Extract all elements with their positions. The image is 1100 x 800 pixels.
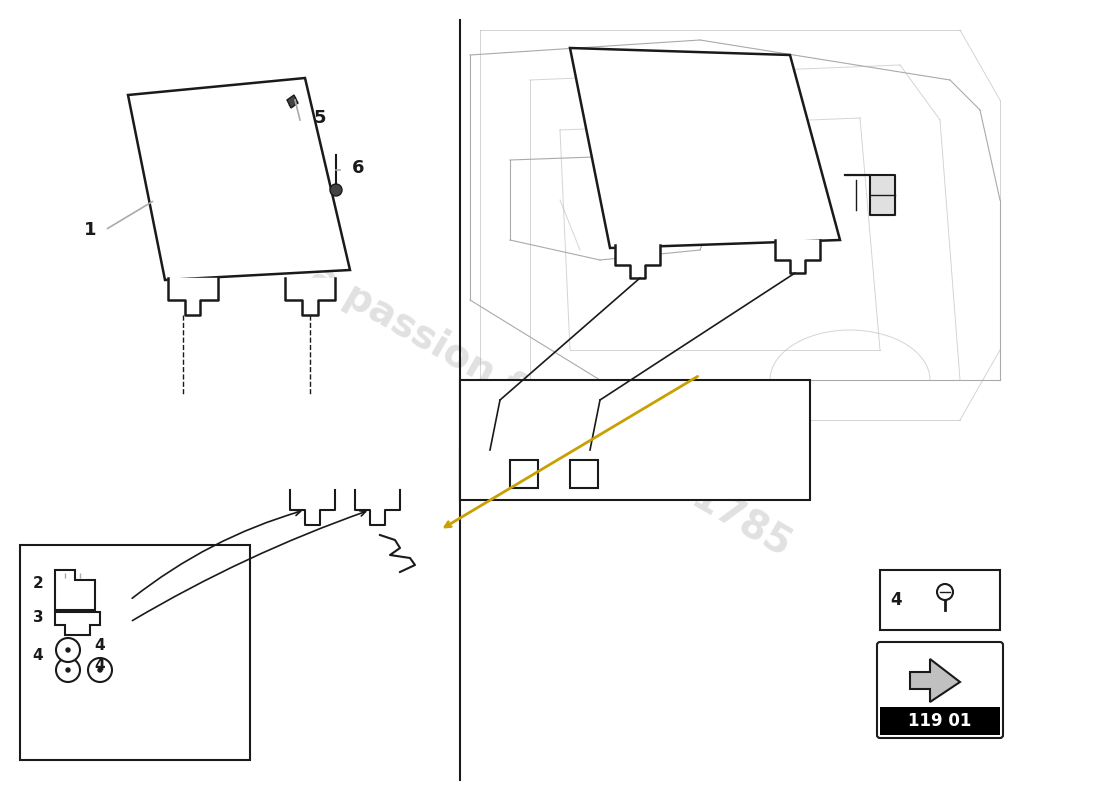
Text: a passion for paince1785: a passion for paince1785: [302, 256, 798, 564]
Text: 4: 4: [95, 658, 106, 673]
Text: 1: 1: [84, 221, 97, 239]
Text: 4: 4: [33, 648, 43, 663]
Bar: [880, 570, 1000, 630]
Polygon shape: [615, 245, 660, 278]
Circle shape: [937, 584, 953, 600]
Bar: [880, 707, 1000, 735]
Text: 4: 4: [890, 591, 902, 609]
Text: 4: 4: [95, 638, 106, 653]
Circle shape: [66, 648, 70, 652]
Text: 2: 2: [33, 576, 43, 591]
Polygon shape: [290, 490, 336, 525]
Polygon shape: [570, 460, 598, 488]
Circle shape: [88, 658, 112, 682]
Bar: [20, 545, 250, 760]
Polygon shape: [287, 95, 298, 108]
FancyBboxPatch shape: [877, 642, 1003, 738]
Polygon shape: [55, 570, 95, 610]
Circle shape: [66, 668, 70, 672]
Circle shape: [56, 658, 80, 682]
Text: 119 01: 119 01: [909, 712, 971, 730]
Polygon shape: [510, 460, 538, 488]
Circle shape: [98, 668, 102, 672]
Polygon shape: [285, 278, 336, 315]
Polygon shape: [355, 490, 400, 525]
Circle shape: [330, 184, 342, 196]
Polygon shape: [570, 48, 840, 248]
Bar: [460, 380, 810, 500]
Polygon shape: [776, 240, 820, 273]
Polygon shape: [845, 175, 895, 215]
Polygon shape: [910, 659, 960, 702]
Circle shape: [56, 638, 80, 662]
Polygon shape: [168, 278, 218, 315]
Polygon shape: [128, 78, 350, 280]
Text: 5: 5: [314, 109, 327, 127]
Text: 6: 6: [352, 159, 364, 177]
Polygon shape: [55, 612, 100, 635]
Text: 3: 3: [33, 610, 43, 625]
